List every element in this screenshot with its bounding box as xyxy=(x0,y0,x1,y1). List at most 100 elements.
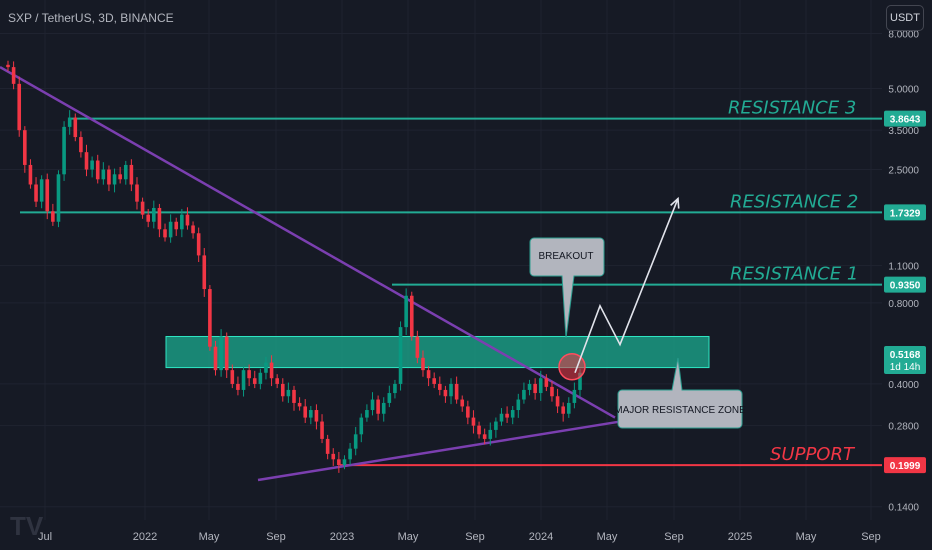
price-marker-badge xyxy=(884,457,926,474)
candle-body xyxy=(454,383,459,400)
time-tick-label: 2023 xyxy=(330,531,354,543)
annotations: BREAKOUT MAJOR RESISTANCE ZONE xyxy=(529,196,746,429)
tradingview-logo: TV xyxy=(10,511,44,541)
candle-body xyxy=(84,152,89,170)
candle-body xyxy=(438,383,442,390)
candle-body xyxy=(544,378,549,387)
price-tick-label: 1.1000 xyxy=(888,262,919,273)
time-tick-label: Sep xyxy=(465,531,485,543)
candle-body xyxy=(398,327,403,384)
candle-body xyxy=(252,378,257,384)
candle-body xyxy=(67,117,72,127)
zone-callout xyxy=(617,357,743,429)
currency-button[interactable]: USDT xyxy=(886,5,924,31)
candle-body xyxy=(286,389,291,397)
time-tick-label: May xyxy=(398,531,419,543)
ascending-trendline xyxy=(257,420,621,482)
candle-body xyxy=(292,389,296,403)
level-lines: RESISTANCE 3 RESISTANCE 2 RESISTANCE 1 SUPP… xyxy=(20,98,882,467)
resistance-label: RESISTANCE 1 xyxy=(730,264,858,285)
candle-body xyxy=(365,410,369,418)
candle-body xyxy=(331,453,336,460)
candle-body xyxy=(191,225,195,234)
price-marker-badge xyxy=(884,110,926,127)
candle-body xyxy=(213,346,218,371)
candle-body xyxy=(6,64,10,68)
candle-body xyxy=(510,410,515,418)
candle-body xyxy=(11,67,16,84)
candle-body xyxy=(566,402,571,414)
candle-body xyxy=(230,370,235,384)
candle-body xyxy=(174,221,179,230)
candle-body xyxy=(555,396,560,407)
price-marker-badge xyxy=(884,276,926,293)
candle-body xyxy=(353,434,358,449)
candle-body xyxy=(135,184,139,202)
trendlines xyxy=(0,66,621,482)
candle-body xyxy=(275,378,279,384)
candle-body xyxy=(56,174,61,222)
candle-body xyxy=(578,372,582,390)
candle-body xyxy=(314,410,319,422)
candle-body xyxy=(196,233,201,256)
candle-body xyxy=(280,383,285,397)
candle-body xyxy=(443,389,448,397)
price-tick-label: 5.0000 xyxy=(888,84,919,95)
candlesticks xyxy=(6,60,582,473)
candle-body xyxy=(320,421,324,439)
candle-body xyxy=(39,179,44,202)
breakout-marker xyxy=(558,353,586,381)
candle-body xyxy=(505,413,509,418)
price-marker-value: 3.8643 xyxy=(890,115,921,126)
price-marker-badge xyxy=(884,204,926,221)
candle-body xyxy=(460,399,465,407)
major-resistance-zone xyxy=(165,335,710,369)
candle-body xyxy=(348,448,352,460)
candle-body xyxy=(376,399,380,414)
candle-body xyxy=(23,130,27,165)
candle-body xyxy=(123,164,128,180)
candle-body xyxy=(337,459,341,466)
resistance-label: RESISTANCE 2 xyxy=(730,191,858,212)
candle-body xyxy=(471,417,476,426)
candle-body xyxy=(432,378,436,384)
candle-body xyxy=(572,389,577,403)
resistance-label: RESISTANCE 3 xyxy=(728,98,856,119)
candle-body xyxy=(236,383,240,390)
time-tick-label: May xyxy=(199,531,220,543)
candle-body xyxy=(28,164,33,185)
candle-body xyxy=(538,378,543,394)
candle-body xyxy=(157,207,162,230)
candle-body xyxy=(45,179,50,212)
candle-body xyxy=(34,184,38,202)
candle-body xyxy=(488,429,493,439)
candle-body xyxy=(404,295,408,328)
candle-body xyxy=(62,126,66,175)
candle-body xyxy=(533,383,537,394)
price-marker-countdown: 1d 14h xyxy=(890,362,921,373)
candle-body xyxy=(202,255,207,290)
projection-path xyxy=(574,198,679,374)
price-marker-value: 0.1999 xyxy=(890,461,921,472)
price-marker-value: 0.9350 xyxy=(890,281,921,292)
candle-body xyxy=(185,214,190,226)
descending-trendline xyxy=(0,66,616,419)
candle-body xyxy=(522,389,526,400)
candle-body xyxy=(482,434,487,439)
candle-body xyxy=(101,169,106,180)
time-tick-label: 2024 xyxy=(529,531,553,543)
candle-body xyxy=(561,406,565,414)
symbol-title: SXP / TetherUS, 3D, BINANCE xyxy=(8,11,174,25)
candle-body xyxy=(269,362,274,379)
time-tick-label: Sep xyxy=(664,531,684,543)
candle-body xyxy=(550,386,554,397)
candle-body xyxy=(118,174,122,180)
breakout-label: BREAKOUT xyxy=(538,251,593,262)
candle-body xyxy=(421,357,425,371)
candle-body xyxy=(264,362,268,373)
candle-body xyxy=(224,336,229,371)
candle-body xyxy=(129,164,134,185)
price-axis: 8.0000 5.0000 3.5000 2.5000 1.1000 0.8000 0.40… xyxy=(884,0,932,550)
candle-body xyxy=(527,383,532,390)
